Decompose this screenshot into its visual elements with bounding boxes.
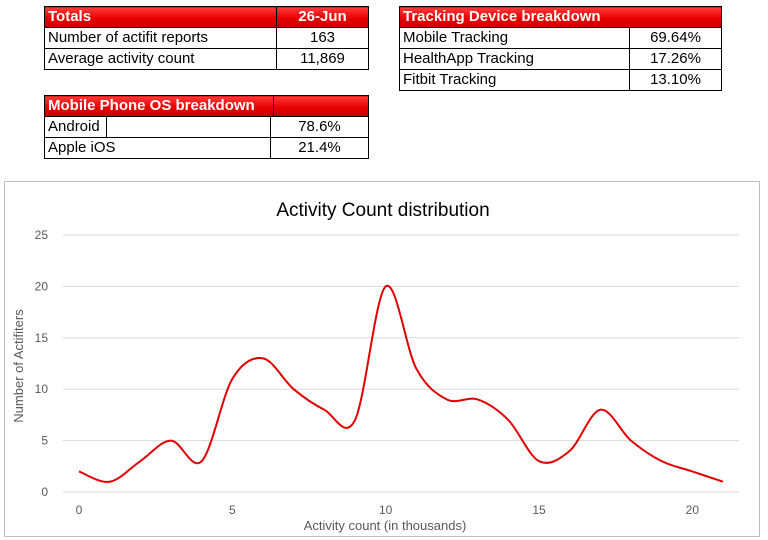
table-row: Number of actifit reports 163 — [44, 27, 369, 49]
device-breakdown-header-row: Tracking Device breakdown — [399, 6, 722, 28]
y-tick-label: 15 — [35, 331, 49, 345]
activity-chart-svg: Activity Count distribution 0 5 10 15 20 25 0 5… — [11, 200, 739, 533]
table-row: Mobile Tracking 69.64% — [399, 27, 722, 49]
device-row-value: 69.64% — [629, 27, 722, 49]
x-tick-label: 10 — [379, 503, 393, 517]
y-tick-label: 0 — [41, 485, 48, 499]
device-row-label: Mobile Tracking — [399, 27, 630, 49]
totals-row-label: Number of actifit reports — [44, 27, 277, 49]
totals-header-label: Totals — [44, 6, 277, 28]
x-tick-label: 5 — [229, 503, 236, 517]
chart-title: Activity Count distribution — [276, 200, 489, 221]
x-tick-label: 0 — [76, 503, 83, 517]
x-tick-label: 15 — [532, 503, 546, 517]
table-row: HealthApp Tracking 17.26% — [399, 48, 722, 70]
os-breakdown-title: Mobile Phone OS breakdown — [44, 95, 369, 117]
totals-table: Totals 26-Jun Number of actifit reports … — [44, 6, 369, 70]
os-row-label: Android — [44, 116, 271, 138]
y-tick-label: 20 — [35, 279, 49, 293]
os-breakdown-title-text: Mobile Phone OS breakdown — [46, 96, 274, 116]
totals-row-value: 11,869 — [276, 48, 369, 70]
x-axis-label: Activity count (in thousands) — [304, 518, 467, 533]
os-breakdown-header-row: Mobile Phone OS breakdown — [44, 95, 369, 117]
y-tick-label: 5 — [41, 434, 48, 448]
device-row-value: 13.10% — [629, 69, 722, 91]
os-row-value: 21.4% — [270, 137, 369, 159]
series-line — [78, 284, 724, 483]
table-row: Average activity count 11,869 — [44, 48, 369, 70]
device-breakdown-table: Tracking Device breakdown Mobile Trackin… — [399, 6, 722, 91]
os-row-label-text: Android — [46, 117, 107, 137]
totals-header-row: Totals 26-Jun — [44, 6, 369, 28]
y-axis-label: Number of Actifiters — [11, 309, 26, 423]
activity-chart: Activity Count distribution 0 5 10 15 20 25 0 5… — [4, 181, 760, 537]
totals-header-date: 26-Jun — [276, 6, 369, 28]
device-breakdown-title: Tracking Device breakdown — [399, 6, 722, 28]
os-row-label: Apple iOS — [44, 137, 271, 159]
device-row-label: HealthApp Tracking — [399, 48, 630, 70]
table-row: Fitbit Tracking 13.10% — [399, 69, 722, 91]
device-row-value: 17.26% — [629, 48, 722, 70]
totals-row-label: Average activity count — [44, 48, 277, 70]
y-tick-label: 10 — [35, 382, 49, 396]
y-tick-label: 25 — [35, 228, 49, 242]
table-row: Android 78.6% — [44, 116, 369, 138]
os-breakdown-table: Mobile Phone OS breakdown Android 78.6% … — [44, 95, 369, 159]
x-tick-label: 20 — [686, 503, 700, 517]
totals-row-value: 163 — [276, 27, 369, 49]
os-row-value: 78.6% — [270, 116, 369, 138]
device-row-label: Fitbit Tracking — [399, 69, 630, 91]
table-row: Apple iOS 21.4% — [44, 137, 369, 159]
